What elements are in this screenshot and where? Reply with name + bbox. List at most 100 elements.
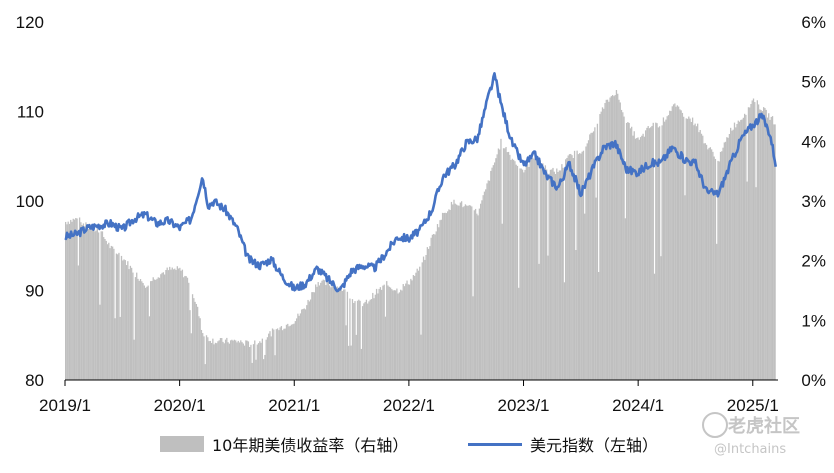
- yield-bar: [514, 161, 516, 380]
- yield-bar: [763, 107, 765, 380]
- yield-bar: [133, 339, 135, 380]
- yield-bar: [365, 299, 368, 380]
- yield-bar: [129, 265, 132, 380]
- yield-bar: [683, 116, 685, 380]
- yield-bar: [572, 158, 574, 380]
- yield-bar: [764, 108, 766, 381]
- yield-bar: [224, 339, 227, 380]
- yield-bar: [401, 290, 403, 380]
- yield-bar: [183, 277, 185, 380]
- yield-bar: [481, 200, 483, 380]
- yield-bar: [723, 142, 725, 380]
- yield-bar: [118, 252, 120, 380]
- yield-bar: [316, 286, 318, 380]
- yield-bar: [332, 286, 335, 380]
- yield-bar: [77, 265, 79, 380]
- yield-bar: [170, 269, 172, 380]
- yield-bar: [537, 156, 539, 380]
- yield-bar: [73, 219, 76, 380]
- yield-bar: [287, 323, 289, 380]
- yield-bar: [553, 171, 555, 380]
- yield-bar: [676, 105, 679, 380]
- yield-bar: [716, 243, 718, 380]
- yield-bar: [147, 285, 149, 380]
- yield-bar: [67, 221, 69, 380]
- yield-bar: [402, 284, 404, 380]
- yield-bar: [619, 102, 621, 380]
- yield-bar: [72, 218, 74, 380]
- yield-bar: [128, 269, 130, 380]
- yield-bar: [719, 151, 722, 380]
- yield-bar: [467, 205, 469, 380]
- yield-bar: [526, 164, 529, 380]
- yield-bar: [217, 341, 219, 380]
- yield-bar: [439, 220, 441, 380]
- yield-bar: [280, 326, 283, 380]
- yield-bar: [190, 333, 192, 380]
- yield-bar: [226, 337, 228, 380]
- yield-bar: [76, 218, 78, 380]
- yield-bar: [348, 345, 350, 380]
- right-tick-label: 0%: [801, 371, 826, 390]
- yield-bar: [198, 316, 200, 380]
- yield-bar: [756, 100, 758, 380]
- yield-bar: [233, 339, 236, 380]
- yield-bar: [323, 280, 326, 380]
- yield-bar: [339, 286, 341, 380]
- yield-bar: [455, 204, 458, 380]
- yield-bar: [104, 239, 106, 380]
- yield-bar: [736, 123, 738, 381]
- x-tick-label: 2022/1: [383, 396, 435, 415]
- yield-bar: [548, 173, 550, 380]
- yield-bar: [249, 347, 251, 380]
- yield-bar: [774, 124, 776, 380]
- watermark-main: 老虎社区: [728, 416, 800, 437]
- yield-bar: [434, 234, 436, 380]
- yield-bar: [218, 340, 220, 380]
- yield-bar: [462, 207, 464, 380]
- yield-bar: [695, 126, 698, 381]
- yield-bar: [749, 107, 751, 381]
- yield-bar: [240, 340, 242, 380]
- yield-bar: [252, 344, 255, 380]
- yield-bar: [704, 143, 706, 380]
- yield-bar: [571, 155, 573, 380]
- yield-bar: [452, 204, 454, 380]
- yield-bar: [114, 318, 116, 380]
- yield-bar: [768, 113, 770, 381]
- left-tick-label: 120: [16, 13, 44, 32]
- yield-bar: [721, 151, 723, 380]
- yield-bar: [543, 168, 545, 380]
- yield-bar: [422, 256, 425, 380]
- yield-bar: [546, 169, 548, 380]
- yield-bar: [325, 285, 327, 380]
- yield-bar: [449, 209, 451, 380]
- yield-bar: [611, 95, 614, 380]
- yield-bar: [625, 122, 628, 380]
- yield-bar: [334, 288, 336, 380]
- yield-bar: [535, 156, 538, 380]
- yield-bar: [671, 106, 673, 381]
- yield-bar: [157, 277, 159, 380]
- yield-bar: [247, 341, 250, 380]
- yield-bar: [158, 277, 161, 380]
- yield-bar: [337, 290, 340, 380]
- yield-bar: [273, 329, 275, 380]
- yield-bar: [177, 268, 180, 380]
- yield-bar: [623, 116, 625, 380]
- yield-bar: [191, 294, 194, 380]
- yield-bar: [587, 140, 590, 380]
- yield-bar: [633, 131, 635, 380]
- yield-bar: [473, 210, 475, 380]
- yield-bar: [737, 120, 739, 380]
- yield-bar: [435, 231, 437, 380]
- yield-bar: [288, 326, 290, 380]
- yield-bar: [98, 232, 100, 380]
- yield-bar: [453, 199, 455, 380]
- yield-bar: [573, 150, 576, 380]
- yield-bar: [167, 270, 170, 380]
- yield-bar: [361, 306, 364, 380]
- yield-bar: [538, 263, 540, 380]
- yield-bar: [232, 340, 234, 380]
- yield-bar: [447, 211, 449, 380]
